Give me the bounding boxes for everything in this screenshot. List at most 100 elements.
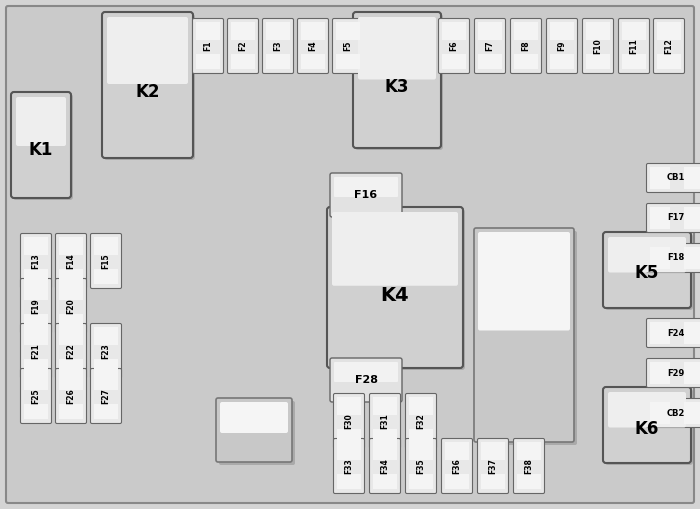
FancyBboxPatch shape	[370, 393, 400, 448]
FancyBboxPatch shape	[219, 401, 295, 465]
Text: K6: K6	[635, 419, 659, 438]
Bar	[336, 54, 360, 69]
Bar	[478, 54, 502, 69]
Bar	[59, 372, 83, 390]
FancyBboxPatch shape	[327, 207, 463, 368]
Bar	[650, 322, 670, 344]
FancyBboxPatch shape	[647, 358, 700, 387]
Bar	[94, 404, 118, 419]
FancyBboxPatch shape	[514, 438, 545, 494]
FancyBboxPatch shape	[647, 163, 700, 192]
FancyBboxPatch shape	[510, 18, 542, 73]
Text: K3: K3	[385, 77, 410, 96]
FancyBboxPatch shape	[605, 389, 693, 465]
Bar	[442, 22, 466, 40]
Bar	[650, 247, 670, 269]
Bar	[59, 314, 83, 329]
Text: F2: F2	[239, 41, 248, 51]
Text: F4: F4	[309, 41, 318, 51]
Text: F13: F13	[32, 253, 41, 269]
Bar	[24, 269, 48, 285]
Bar	[337, 442, 361, 460]
FancyBboxPatch shape	[55, 369, 87, 423]
FancyBboxPatch shape	[104, 14, 195, 160]
Bar	[336, 22, 360, 40]
FancyBboxPatch shape	[647, 399, 700, 428]
Bar	[59, 359, 83, 375]
Text: F26: F26	[66, 388, 76, 404]
FancyBboxPatch shape	[16, 97, 66, 146]
FancyBboxPatch shape	[438, 18, 470, 73]
FancyBboxPatch shape	[603, 232, 691, 308]
FancyBboxPatch shape	[478, 232, 570, 330]
Bar	[24, 372, 48, 390]
Bar	[59, 282, 83, 300]
Bar	[685, 207, 700, 229]
Bar	[685, 362, 700, 384]
FancyBboxPatch shape	[102, 12, 193, 158]
Text: K4: K4	[381, 286, 409, 305]
FancyBboxPatch shape	[333, 393, 365, 448]
Bar	[373, 442, 397, 460]
Bar	[24, 237, 48, 255]
Bar	[409, 442, 433, 460]
Bar	[59, 269, 83, 285]
FancyBboxPatch shape	[370, 438, 400, 494]
Bar	[550, 54, 574, 69]
FancyBboxPatch shape	[55, 234, 87, 289]
FancyBboxPatch shape	[20, 234, 52, 289]
Bar	[685, 322, 700, 344]
FancyBboxPatch shape	[353, 12, 441, 148]
Bar	[373, 397, 397, 415]
FancyBboxPatch shape	[330, 358, 402, 402]
Text: F31: F31	[381, 413, 389, 429]
FancyBboxPatch shape	[474, 228, 574, 442]
Text: F10: F10	[594, 38, 603, 54]
Bar	[94, 327, 118, 345]
Text: F11: F11	[629, 38, 638, 54]
Text: F1: F1	[204, 41, 213, 51]
FancyBboxPatch shape	[582, 18, 613, 73]
Text: F25: F25	[32, 388, 41, 404]
FancyBboxPatch shape	[442, 438, 472, 494]
Bar	[373, 429, 397, 444]
Bar	[94, 372, 118, 390]
FancyBboxPatch shape	[262, 18, 293, 73]
Bar	[481, 474, 505, 489]
Text: F35: F35	[416, 458, 426, 474]
FancyBboxPatch shape	[298, 18, 328, 73]
Text: F16: F16	[354, 190, 377, 200]
Bar	[337, 429, 361, 444]
FancyBboxPatch shape	[20, 324, 52, 379]
Bar	[337, 397, 361, 415]
Text: F28: F28	[354, 375, 377, 385]
FancyBboxPatch shape	[547, 18, 578, 73]
Bar	[301, 54, 325, 69]
Bar	[59, 404, 83, 419]
Text: F3: F3	[274, 41, 283, 51]
Bar	[586, 54, 610, 69]
Text: F20: F20	[66, 298, 76, 314]
Text: F12: F12	[664, 38, 673, 54]
FancyBboxPatch shape	[605, 234, 693, 310]
Bar	[94, 237, 118, 255]
FancyBboxPatch shape	[477, 438, 508, 494]
FancyBboxPatch shape	[6, 6, 694, 503]
Bar	[550, 22, 574, 40]
FancyBboxPatch shape	[355, 14, 443, 150]
FancyBboxPatch shape	[20, 278, 52, 333]
Bar	[650, 167, 670, 189]
Bar	[301, 22, 325, 40]
FancyBboxPatch shape	[90, 369, 122, 423]
FancyBboxPatch shape	[477, 231, 577, 445]
Bar	[650, 207, 670, 229]
FancyBboxPatch shape	[220, 402, 288, 433]
Text: F17: F17	[667, 213, 685, 222]
Bar	[685, 167, 700, 189]
Bar	[94, 359, 118, 375]
Text: F15: F15	[102, 253, 111, 269]
Bar	[59, 237, 83, 255]
Bar	[622, 22, 646, 40]
Bar	[231, 54, 255, 69]
Text: F8: F8	[522, 41, 531, 51]
